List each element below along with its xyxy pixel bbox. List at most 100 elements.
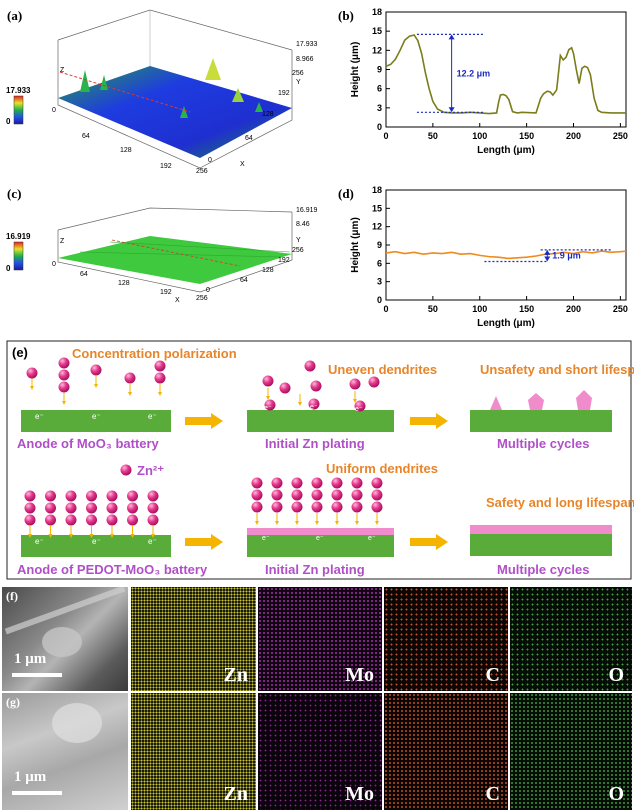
caption-anode-moo3: Anode of MoO₃ battery [17, 436, 160, 451]
schematic-e: (e) Concentration polarization Uneven de… [6, 340, 634, 580]
y-tick-label: 9 [377, 240, 382, 250]
annotation-label: 1.9 μm [552, 251, 581, 261]
y-tick-label: 12 [372, 222, 382, 232]
arrow-head [544, 256, 551, 262]
electron: e⁻ [35, 537, 44, 546]
arrow-head [544, 249, 551, 255]
sem-image-g: 1 μm [2, 693, 128, 810]
ytick-c: 256 [292, 247, 304, 254]
colorbar-max-a: 17.933 [6, 86, 31, 95]
arrow-head [448, 34, 455, 40]
x-tick-label: 250 [613, 131, 628, 141]
zmax-c: 16.919 [296, 207, 318, 214]
eds-c-g: C [384, 693, 508, 810]
title-safety: Safety and long lifespan [486, 495, 634, 510]
axis-x-a: X [240, 161, 245, 168]
caption-multiple-1: Multiple cycles [497, 436, 589, 451]
electrode-1a [21, 410, 171, 432]
element-label: Zn [223, 664, 248, 686]
element-label: Mo [345, 664, 374, 686]
scale-bar-f [12, 673, 62, 677]
x-tick-label: 50 [428, 304, 438, 314]
xtick-a: 256 [196, 168, 208, 175]
chart-b: 0 50 100 150 200 250 0 3 6 9 12 15 18 Length (μm) Heig… [350, 7, 628, 156]
caption-initial-2: Initial Zn plating [265, 562, 365, 577]
xtick-a: 192 [160, 163, 172, 170]
axis-z-a: Z [60, 67, 65, 74]
axis-y-a: Y [296, 79, 301, 86]
x-axis-label: Length (μm) [477, 318, 535, 329]
title-unsafety: Unsafety and short lifespan [480, 362, 634, 377]
ytick-c: 128 [262, 267, 274, 274]
xtick-c: 192 [160, 289, 172, 296]
ytick-a: 0 [208, 157, 212, 164]
scale-bar-g [12, 791, 62, 795]
electron: e⁻ [92, 537, 101, 546]
eds-zn-g: Zn [131, 693, 256, 810]
caption-initial-1: Initial Zn plating [265, 436, 365, 451]
electron: e⁻ [355, 406, 363, 413]
series-line [385, 250, 627, 260]
eds-o-f: O [510, 587, 632, 691]
ytick-c: 0 [206, 287, 210, 294]
plot-frame [385, 11, 627, 128]
x-tick-label: 0 [383, 131, 388, 141]
zmid-c: 8.46 [296, 221, 310, 228]
scale-label-g: 1 μm [14, 769, 47, 785]
electron: e⁻ [310, 404, 318, 411]
y-tick-label: 3 [377, 103, 382, 113]
surface-c [58, 236, 292, 284]
zmin-a: 0 [52, 107, 56, 114]
xtick-c: 128 [118, 280, 130, 287]
series-line [385, 34, 626, 115]
scale-label-f: 1 μm [14, 651, 47, 667]
title-concentration: Concentration polarization [72, 346, 237, 361]
panel-e-label: (e) [12, 345, 28, 360]
y-tick-label: 0 [377, 122, 382, 132]
annotation-label: 12.2 μm [457, 68, 491, 78]
surface-a [58, 66, 292, 158]
xtick-c: 64 [80, 271, 88, 278]
y-tick-label: 15 [372, 26, 382, 36]
zmin-c: 0 [52, 261, 56, 268]
zmid-a: 8.966 [296, 56, 314, 63]
panel-d-label: (d) [338, 186, 354, 201]
x-tick-label: 100 [472, 131, 487, 141]
surface-3d-c: 16.919 0 Z 0 16.919 8.46 X Y 64 128 192 … [6, 207, 318, 304]
ytick-a: 64 [245, 135, 253, 142]
zn-layer-2c [470, 525, 612, 534]
panel-g-label: (g) [6, 695, 20, 709]
electron: e⁻ [264, 405, 272, 412]
xtick-c: 256 [196, 295, 208, 302]
element-label: O [608, 664, 624, 686]
y-tick-label: 12 [372, 45, 382, 55]
ytick-a: 192 [278, 90, 290, 97]
x-tick-label: 150 [519, 131, 534, 141]
element-label: Zn [223, 783, 248, 805]
eds-o-g: O [510, 693, 632, 810]
axis-z-c: Z [60, 238, 65, 245]
title-uneven: Uneven dendrites [328, 362, 437, 377]
element-label: C [485, 783, 500, 805]
element-label: C [485, 664, 500, 686]
electrode-1b [247, 410, 394, 432]
y-axis-label: Height (μm) [350, 42, 361, 98]
electron: e⁻ [148, 537, 157, 546]
title-uniform: Uniform dendrites [326, 461, 438, 476]
electron: e⁻ [35, 412, 44, 421]
x-tick-label: 250 [613, 304, 628, 314]
y-tick-label: 18 [372, 7, 382, 17]
xtick-a: 128 [120, 147, 132, 154]
x-tick-label: 50 [428, 131, 438, 141]
zmax-a: 17.933 [296, 41, 318, 48]
plot-frame [385, 189, 627, 301]
ytick-c: 192 [278, 257, 290, 264]
element-label: O [608, 783, 624, 805]
x-axis-label: Length (μm) [477, 145, 535, 156]
zn-layer-2b [247, 528, 394, 535]
y-tick-label: 3 [377, 277, 382, 287]
eds-zn-f: Zn [131, 587, 256, 691]
axis-y-c: Y [296, 237, 301, 244]
y-tick-label: 0 [377, 295, 382, 305]
caption-multiple-2: Multiple cycles [497, 562, 589, 577]
